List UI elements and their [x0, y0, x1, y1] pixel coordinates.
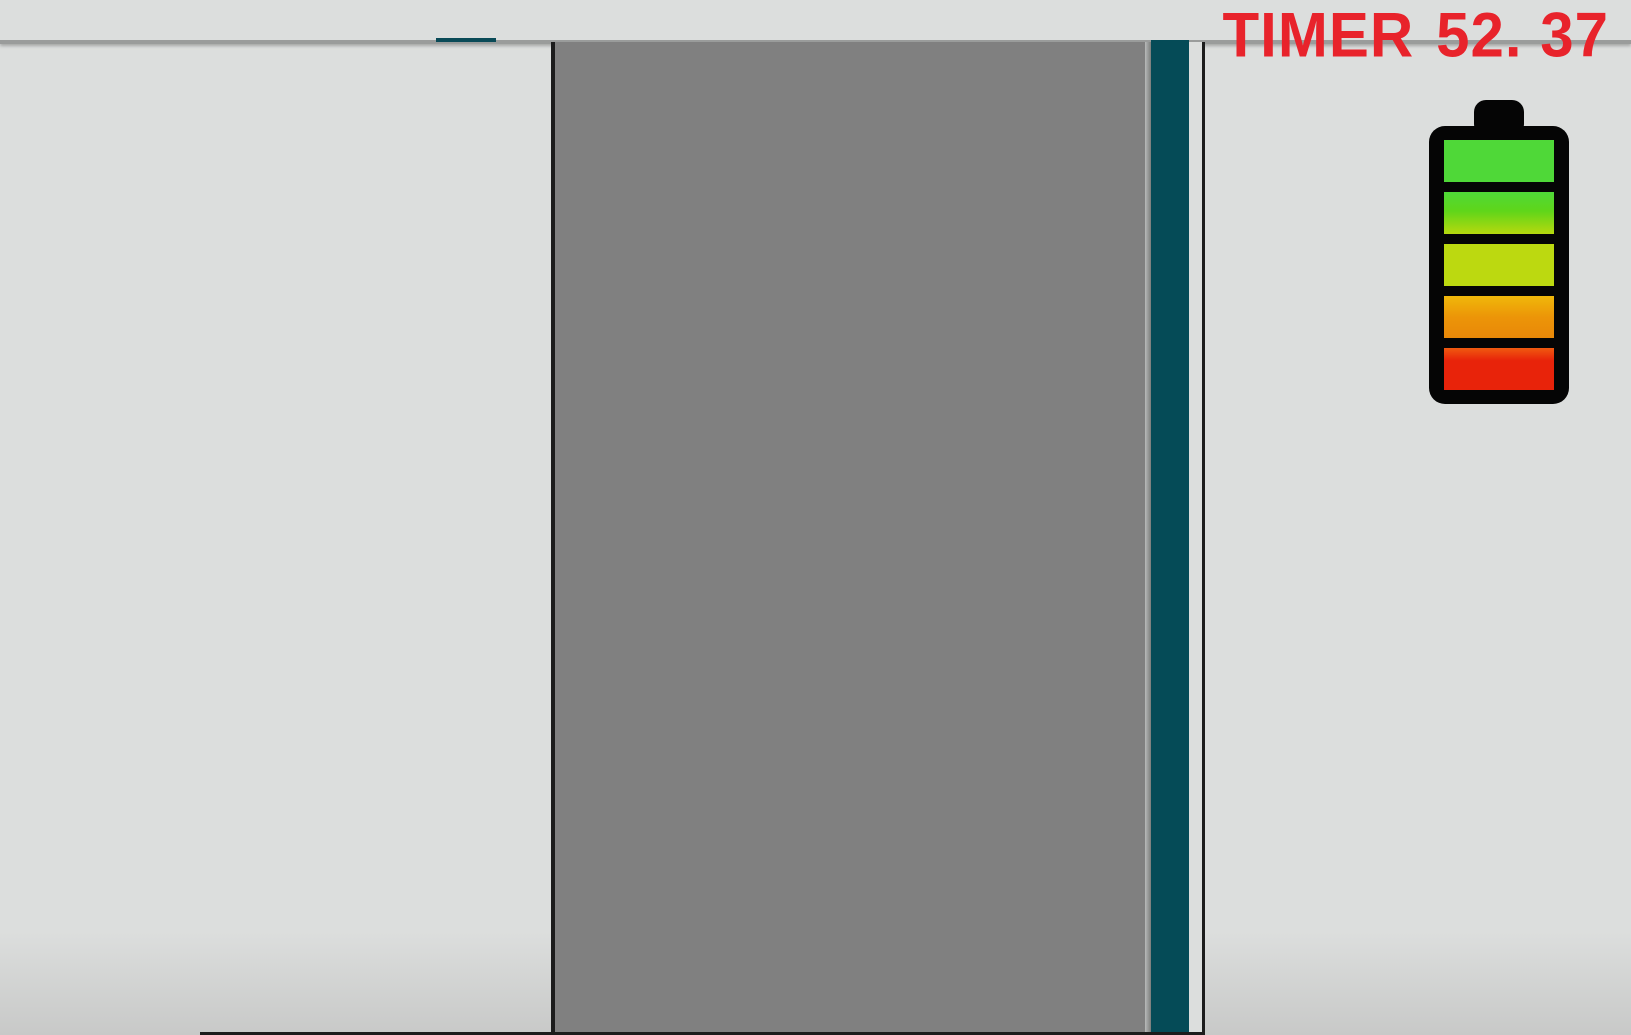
battery-graphic: [1429, 100, 1569, 404]
timer-label: TIMER: [1222, 0, 1415, 70]
timer-value: 52. 37: [1436, 0, 1609, 70]
battery-segment-5: [1444, 348, 1554, 390]
battery-segment-3: [1444, 244, 1554, 286]
battery-icon: [1429, 100, 1569, 404]
road-lane: [555, 42, 1145, 1035]
battery-segment-2: [1444, 192, 1554, 234]
battery-segment-1: [1444, 140, 1554, 182]
road-right-edge: [1202, 42, 1205, 1035]
rail-gap: [1189, 42, 1202, 1035]
bottom-boundary: [200, 1032, 1204, 1035]
road-left-edge: [551, 42, 555, 1035]
road-right-curb: [1145, 42, 1151, 1035]
side-rail: [1151, 40, 1189, 1035]
top-bar-accent: [436, 38, 496, 42]
timer-display: TIMER 52. 37: [1222, 0, 1609, 70]
battery-segment-4: [1444, 296, 1554, 338]
